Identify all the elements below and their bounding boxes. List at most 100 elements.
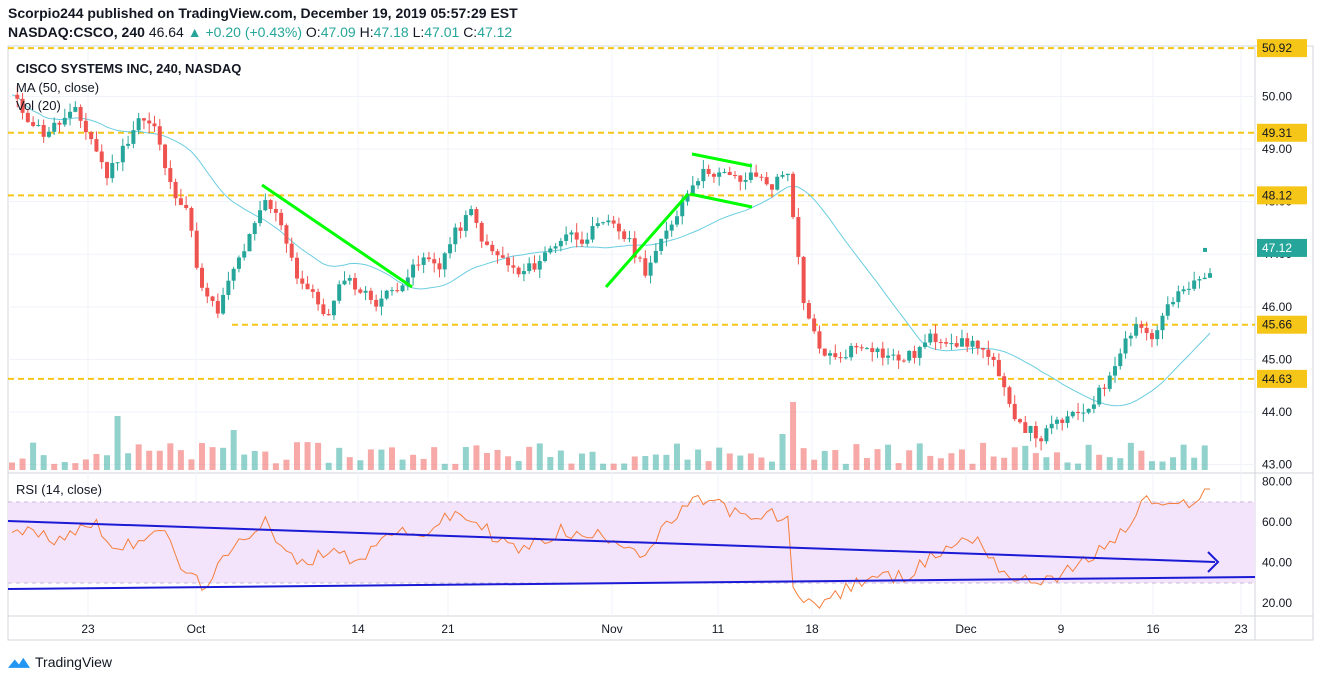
volume-bar [832,450,839,470]
rsi-tick: 40.00 [1262,556,1292,570]
publisher-line: Scorpio244 published on TradingView.com,… [8,5,518,21]
candle-body [711,173,716,177]
candle-body [1139,324,1144,328]
trend-line-2[interactable] [604,193,690,288]
candle-body [791,173,796,218]
volume-bar [241,454,248,470]
candle-body [738,175,743,182]
candle-body [379,298,384,307]
volume-bar [399,459,406,470]
candle-body [231,268,236,281]
volume-bar [526,446,533,470]
candle-body [680,201,685,217]
volume-bar [927,455,934,470]
candle-body [917,346,922,358]
candle-body [558,240,563,247]
volume-bar [610,463,617,470]
candle-body [1160,315,1165,331]
volume-bar [452,463,459,470]
volume-bar [220,447,227,470]
x-tick: 16 [1146,622,1160,636]
trend-lines[interactable] [7,152,1256,590]
candle-body [126,143,131,146]
volume-bar [557,450,564,470]
candle-body [305,283,310,290]
rsi-trend-arrowhead[interactable] [1207,551,1220,573]
candle-body [1044,428,1049,442]
rsi-tick: 60.00 [1262,515,1292,529]
volume-bar [969,463,976,470]
candle-body [527,263,532,272]
candle-body [933,333,938,342]
close-value: 47.12 [477,24,513,40]
rsi-trend-lower[interactable] [7,576,1256,590]
volume-bar [431,447,438,470]
volume-bar [410,454,417,470]
ma-line [11,94,1211,407]
candle-body [653,250,658,263]
candle-body [611,220,616,224]
candle-body [733,175,738,177]
candle-body [189,207,194,231]
candle-body [685,193,690,202]
candle-body [120,145,125,163]
candle-body [479,222,484,242]
chart-title: CISCO SYSTEMS INC, 240, NASDAQ [16,61,241,76]
candle-body [706,168,711,174]
last-price-tag [1257,238,1307,257]
tradingview-logo[interactable]: TradingView [8,654,112,670]
volume-bar [589,451,596,470]
volume-bar [673,443,680,470]
candle-body [896,354,901,361]
volume-bar [958,449,965,470]
level-tag-label: 44.63 [1262,372,1292,386]
trend-line-3[interactable] [691,152,753,168]
candle-body [664,230,669,239]
candle-body [36,125,41,127]
candle-body [516,267,521,275]
volume-bar [842,463,849,470]
candle-body [1208,273,1212,278]
candle-body [279,212,284,226]
candle-body [374,299,379,307]
candle-body [986,349,991,357]
candle-body [632,238,637,258]
open-value: 47.09 [320,24,356,40]
trend-line-1[interactable] [261,183,413,289]
candle-body [875,348,880,353]
candle-body [31,122,36,126]
candle-body [184,204,189,208]
candle-body [743,179,748,182]
tradingview-icon [8,657,30,668]
x-tick: 9 [1058,622,1065,636]
candle-body [748,172,753,180]
volume-bar [1043,457,1050,470]
vol-legend: Vol (20) [16,98,61,113]
candle-body [812,318,817,332]
candle-body [421,257,426,265]
candle-body [722,171,727,173]
candle-body [1076,411,1081,414]
level-tag-label: 45.66 [1262,318,1292,332]
candle-body [511,265,516,268]
candle-body [363,290,368,293]
candle-body [194,230,199,268]
level-tag [1257,186,1307,205]
brand-name: TradingView [35,654,113,670]
rsi-trend-upper[interactable] [7,520,1216,563]
volume-bar [61,462,68,470]
volume-bar [600,463,607,470]
candle-body [891,354,896,356]
candle-body [157,126,162,145]
rsi-axis: 20.00 40.00 60.00 80.00 [1262,475,1292,611]
trend-line-4[interactable] [689,192,753,209]
volume-bar [483,452,490,470]
candle-body [199,267,204,288]
candle-body [622,231,627,239]
volume-bar [695,449,702,470]
candle-body [210,296,215,301]
candle-body [864,348,869,350]
candle-body [284,225,289,244]
candle-body [273,208,278,213]
